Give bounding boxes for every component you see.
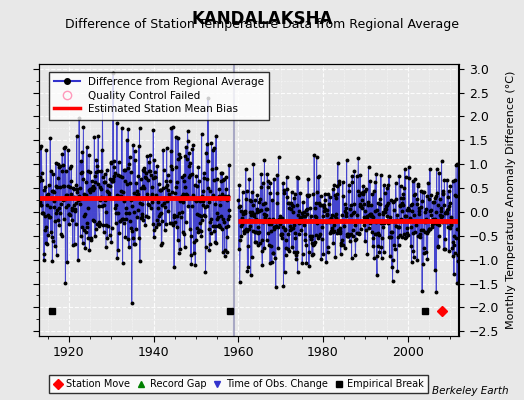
Legend: Difference from Regional Average, Quality Control Failed, Estimated Station Mean: Difference from Regional Average, Qualit… (49, 72, 269, 120)
Text: Difference of Station Temperature Data from Regional Average: Difference of Station Temperature Data f… (65, 18, 459, 31)
Y-axis label: Monthly Temperature Anomaly Difference (°C): Monthly Temperature Anomaly Difference (… (506, 71, 516, 329)
Legend: Station Move, Record Gap, Time of Obs. Change, Empirical Break: Station Move, Record Gap, Time of Obs. C… (49, 375, 428, 393)
Text: Berkeley Earth: Berkeley Earth (432, 386, 508, 396)
Text: KANDALAKSHA: KANDALAKSHA (191, 10, 333, 28)
